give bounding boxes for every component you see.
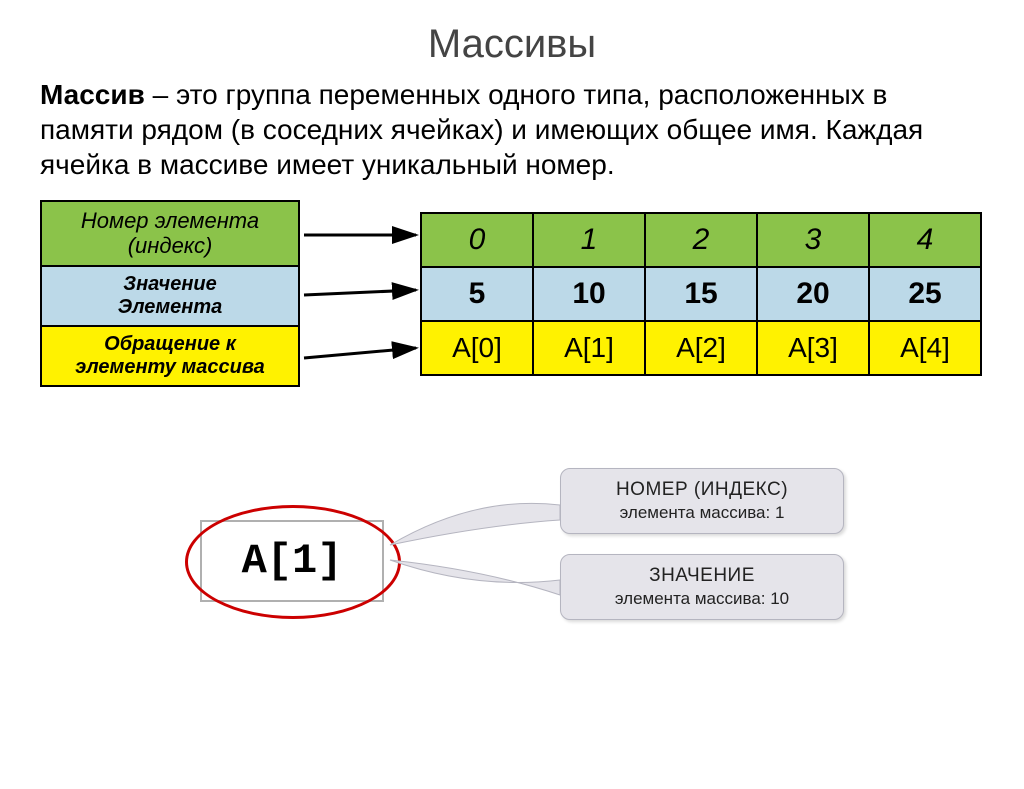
acc-cell: A[1]	[533, 321, 645, 375]
label-index: Номер элемента (индекс)	[41, 201, 299, 266]
diagram: Номер элемента (индекс) Значение Элемент…	[0, 200, 1024, 670]
acc-cell: A[0]	[421, 321, 533, 375]
row-access: A[0] A[1] A[2] A[3] A[4]	[421, 321, 981, 375]
label-value-l1: Значение	[46, 273, 294, 296]
acc-cell: A[2]	[645, 321, 757, 375]
highlight-ellipse-icon	[185, 505, 401, 619]
label-index-l2: (индекс)	[46, 233, 294, 258]
definition-text: Массив – это группа переменных одного ти…	[40, 77, 984, 182]
acc-cell: A[4]	[869, 321, 981, 375]
array-table: 0 1 2 3 4 5 10 15 20 25 A[0] A[1] A[2] A…	[420, 212, 982, 376]
label-access-l1: Обращение к	[46, 333, 294, 356]
idx-cell: 3	[757, 213, 869, 267]
arrows-icon	[300, 200, 430, 400]
callout-value: ЗНАЧЕНИЕ элемента массива: 10	[560, 554, 844, 620]
label-access-l2: элементу массива	[46, 356, 294, 379]
acc-cell: A[3]	[757, 321, 869, 375]
idx-cell: 0	[421, 213, 533, 267]
callout-index-sub: элемента массива: 1	[577, 503, 827, 523]
callout-value-title: ЗНАЧЕНИЕ	[577, 565, 827, 587]
callout-index: НОМЕР (ИНДЕКС) элемента массива: 1	[560, 468, 844, 534]
slide-title: Массивы	[0, 22, 1024, 67]
val-cell: 10	[533, 267, 645, 321]
val-cell: 5	[421, 267, 533, 321]
label-value-l2: Элемента	[46, 296, 294, 319]
label-value: Значение Элемента	[41, 266, 299, 326]
labels-table: Номер элемента (индекс) Значение Элемент…	[40, 200, 300, 387]
row-value: 5 10 15 20 25	[421, 267, 981, 321]
label-access: Обращение к элементу массива	[41, 326, 299, 386]
row-index: 0 1 2 3 4	[421, 213, 981, 267]
callout-index-title: НОМЕР (ИНДЕКС)	[577, 479, 827, 501]
callout-value-sub: элемента массива: 10	[577, 589, 827, 609]
label-index-l1: Номер элемента	[46, 208, 294, 233]
val-cell: 25	[869, 267, 981, 321]
val-cell: 20	[757, 267, 869, 321]
idx-cell: 4	[869, 213, 981, 267]
term: Массив	[40, 79, 145, 110]
callout-tails-icon	[375, 480, 575, 620]
definition-body: – это группа переменных одного типа, рас…	[40, 79, 923, 180]
val-cell: 15	[645, 267, 757, 321]
idx-cell: 2	[645, 213, 757, 267]
idx-cell: 1	[533, 213, 645, 267]
